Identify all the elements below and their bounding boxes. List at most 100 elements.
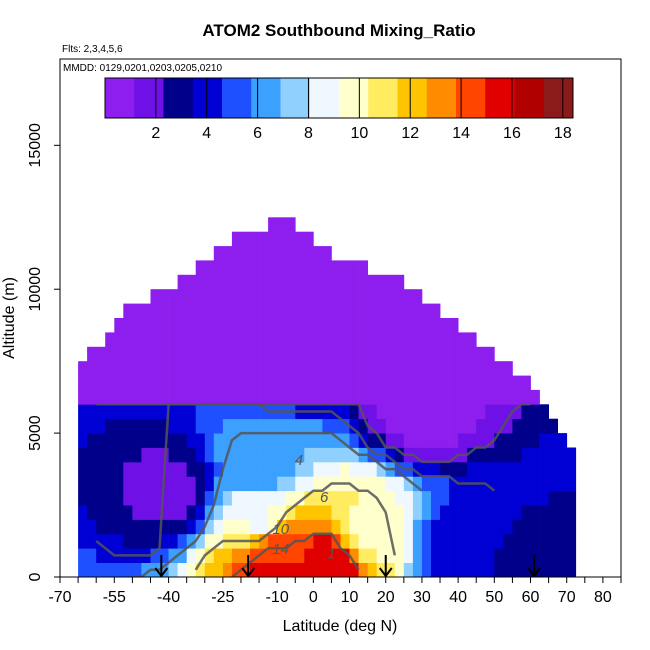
heatmap-cell	[96, 389, 106, 405]
heatmap-cell	[78, 361, 88, 376]
heatmap-cell	[105, 476, 115, 492]
heatmap-cell	[195, 289, 206, 304]
heatmap-cell	[277, 418, 287, 434]
heatmap-cell	[467, 418, 477, 434]
heatmap-cell	[231, 476, 242, 492]
heatmap-cell	[231, 332, 242, 348]
heatmap-cell	[268, 389, 278, 405]
heatmap-cell	[177, 461, 187, 477]
heatmap-cell	[213, 548, 224, 563]
heatmap-cell	[539, 505, 549, 520]
heatmap-cell	[385, 289, 396, 304]
heatmap-cell	[231, 246, 242, 261]
heatmap-cell	[250, 519, 260, 535]
heatmap-cell	[340, 332, 350, 348]
heatmap-cell	[231, 548, 242, 563]
heatmap-cell	[367, 447, 377, 463]
heatmap-cell	[403, 332, 414, 348]
heatmap-cell	[322, 318, 332, 333]
heatmap-cell	[114, 332, 124, 348]
heatmap-cell	[304, 246, 314, 261]
heatmap-cell	[277, 389, 287, 405]
heatmap-cell	[358, 418, 368, 434]
heatmap-cell	[96, 418, 106, 434]
heatmap-cell	[412, 490, 423, 506]
heatmap-cell	[277, 505, 287, 520]
heatmap-cell	[241, 274, 251, 290]
heatmap-cell	[394, 490, 405, 506]
heatmap-cell	[340, 548, 350, 563]
heatmap-cell	[421, 519, 432, 535]
heatmap-cell	[494, 361, 504, 376]
colorbar-swatch	[251, 78, 281, 118]
heatmap-cell	[394, 375, 405, 391]
heatmap-cell	[394, 389, 405, 405]
heatmap-cell	[186, 418, 197, 434]
heatmap-cell	[512, 562, 522, 577]
heatmap-cell	[159, 505, 169, 520]
heatmap-cell	[132, 562, 142, 577]
heatmap-cell	[186, 433, 197, 448]
heatmap-cell	[566, 519, 577, 535]
heatmap-cell	[168, 375, 178, 391]
heatmap-cell	[241, 289, 251, 304]
heatmap-cell	[385, 519, 396, 535]
heatmap-cell	[168, 533, 178, 549]
heatmap-cell	[421, 361, 432, 376]
heatmap-cell	[304, 318, 314, 333]
heatmap-cell	[431, 318, 441, 333]
heatmap-cell	[186, 375, 197, 391]
heatmap-cell	[286, 418, 296, 434]
heatmap-cell	[168, 289, 178, 304]
heatmap-cell	[440, 533, 450, 549]
heatmap-cell	[440, 418, 450, 434]
heatmap-cell	[440, 346, 450, 362]
heatmap-cell	[213, 404, 224, 420]
heatmap-cell	[349, 519, 359, 535]
heatmap-cell	[222, 562, 233, 577]
heatmap-cell	[186, 461, 197, 477]
heatmap-cell	[412, 375, 423, 391]
heatmap-cell	[105, 562, 115, 577]
heatmap-cell	[349, 375, 359, 391]
heatmap-cell	[78, 461, 88, 477]
heatmap-cell	[268, 548, 278, 563]
heatmap-cell	[530, 476, 540, 492]
heatmap-cell	[123, 519, 133, 535]
heatmap-cell	[485, 490, 495, 506]
heatmap-cell	[204, 433, 215, 448]
heatmap-cell	[431, 505, 441, 520]
heatmap-cell	[313, 548, 323, 563]
heatmap-cell	[195, 361, 206, 376]
heatmap-cell	[168, 404, 178, 420]
heatmap-cell	[548, 447, 558, 463]
heatmap-cell	[449, 433, 459, 448]
heatmap-cell	[403, 361, 414, 376]
heatmap-cell	[494, 562, 504, 577]
heatmap-cell	[295, 318, 305, 333]
heatmap-cell	[421, 389, 432, 405]
heatmap-cell	[440, 562, 450, 577]
heatmap-cell	[367, 289, 377, 304]
heatmap-cell	[512, 533, 522, 549]
heatmap-cell	[177, 548, 187, 563]
heatmap-cell	[521, 447, 531, 463]
heatmap-cell	[476, 404, 486, 420]
heatmap-cell	[114, 389, 124, 405]
heatmap-cell	[349, 533, 359, 549]
heatmap-cell	[557, 562, 568, 577]
heatmap-cell	[250, 289, 260, 304]
heatmap-cell	[195, 490, 206, 506]
heatmap-cell	[485, 375, 495, 391]
heatmap-cell	[286, 505, 296, 520]
heatmap-cell	[132, 447, 142, 463]
heatmap-cell	[204, 533, 215, 549]
heatmap-cell	[241, 389, 251, 405]
heatmap-cell	[177, 274, 187, 290]
heatmap-cell	[268, 246, 278, 261]
heatmap-cell	[322, 505, 332, 520]
flight-marker-arrow	[527, 555, 541, 578]
heatmap-cell	[222, 346, 233, 362]
heatmap-cell	[331, 404, 341, 420]
heatmap-cell	[385, 389, 396, 405]
